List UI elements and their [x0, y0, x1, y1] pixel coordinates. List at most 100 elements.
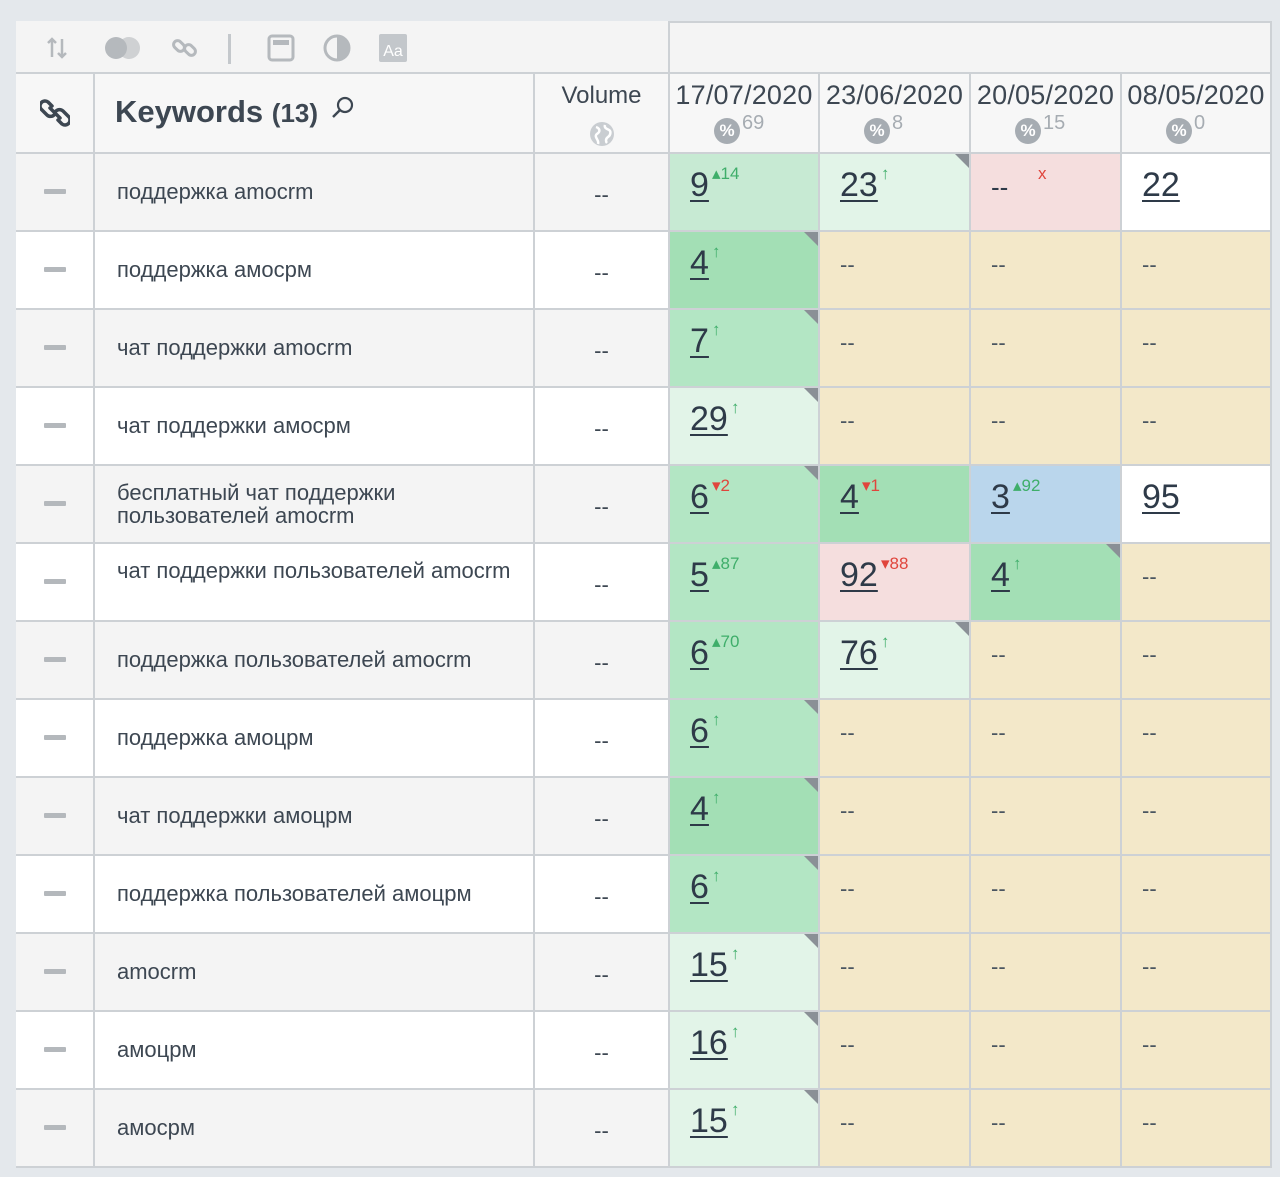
position-cell[interactable]: --	[1122, 778, 1272, 856]
keyword-cell[interactable]: amocrm	[95, 934, 535, 1012]
position-value[interactable]: 15	[690, 946, 728, 984]
row-selector[interactable]	[16, 310, 95, 388]
position-cell[interactable]: --	[1122, 622, 1272, 700]
position-cell[interactable]: --	[1122, 856, 1272, 934]
position-value[interactable]: 9	[690, 166, 709, 204]
position-value[interactable]: 4	[840, 478, 859, 516]
position-cell[interactable]: 76 ↑	[820, 622, 971, 700]
position-cell[interactable]: --	[820, 700, 971, 778]
position-cell[interactable]: --	[971, 310, 1122, 388]
position-cell[interactable]: --	[1122, 934, 1272, 1012]
keyword-cell[interactable]: поддержка амоцрм	[95, 700, 535, 778]
position-value[interactable]: 5	[690, 556, 709, 594]
position-cell[interactable]: 6 ▾2	[670, 466, 820, 544]
position-cell[interactable]: --	[971, 1090, 1122, 1168]
row-selector[interactable]	[16, 934, 95, 1012]
position-cell[interactable]: --	[971, 934, 1122, 1012]
position-cell[interactable]: --	[1122, 544, 1272, 622]
position-value[interactable]: 29	[690, 400, 728, 438]
position-cell[interactable]: --	[971, 388, 1122, 466]
keyword-cell[interactable]: поддержка пользователей amocrm	[95, 622, 535, 700]
keyword-cell[interactable]: чат поддержки амосрм	[95, 388, 535, 466]
position-value[interactable]: 6	[690, 868, 709, 906]
position-value[interactable]: 4	[690, 790, 709, 828]
position-cell[interactable]: --	[820, 232, 971, 310]
position-cell[interactable]: 22	[1122, 154, 1272, 232]
position-cell[interactable]: 15 ↑	[670, 1090, 820, 1168]
layout-icon[interactable]	[266, 33, 296, 63]
position-cell[interactable]: 5 ▴87	[670, 544, 820, 622]
position-cell[interactable]: --	[971, 622, 1122, 700]
row-selector[interactable]	[16, 154, 95, 232]
position-cell[interactable]: --	[820, 856, 971, 934]
position-cell[interactable]: --	[820, 388, 971, 466]
position-cell[interactable]: --	[971, 778, 1122, 856]
position-cell[interactable]: 6 ▴70	[670, 622, 820, 700]
position-value[interactable]: 92	[840, 556, 878, 594]
position-cell[interactable]: 16 ↑	[670, 1012, 820, 1090]
position-cell[interactable]: --	[1122, 232, 1272, 310]
position-cell[interactable]: --	[1122, 310, 1272, 388]
font-icon[interactable]: Aa	[378, 33, 408, 63]
volume-column-header[interactable]: Volume	[535, 74, 670, 154]
keyword-cell[interactable]: бесплатный чат поддержки пользователей a…	[95, 466, 535, 544]
row-selector[interactable]	[16, 1012, 95, 1090]
position-cell[interactable]: --	[820, 778, 971, 856]
position-value[interactable]: 7	[690, 322, 709, 360]
percent-icon[interactable]: %	[1166, 118, 1192, 144]
position-cell[interactable]: 23 ↑	[820, 154, 971, 232]
position-cell[interactable]: 29 ↑	[670, 388, 820, 466]
keyword-cell[interactable]: амоцрм	[95, 1012, 535, 1090]
position-cell[interactable]: 6 ↑	[670, 856, 820, 934]
percent-icon[interactable]: %	[714, 118, 740, 144]
keyword-cell[interactable]: поддержка amocrm	[95, 154, 535, 232]
keywords-column-header[interactable]: Keywords (13)	[95, 74, 535, 154]
position-cell[interactable]: 3 ▴92	[971, 466, 1122, 544]
position-value[interactable]: 22	[1142, 166, 1180, 204]
keyword-cell[interactable]: поддержка пользователей амоцрм	[95, 856, 535, 934]
position-cell[interactable]: --	[820, 934, 971, 1012]
percent-icon[interactable]: %	[1015, 118, 1041, 144]
position-cell[interactable]: 7 ↑	[670, 310, 820, 388]
position-cell[interactable]: --	[1122, 388, 1272, 466]
sort-icon[interactable]	[42, 33, 72, 63]
link-column-header[interactable]	[16, 74, 95, 154]
position-cell[interactable]: --	[1122, 1090, 1272, 1168]
position-cell[interactable]: --	[971, 1012, 1122, 1090]
position-value[interactable]: --	[991, 172, 1009, 202]
row-selector[interactable]	[16, 544, 95, 622]
link-icon[interactable]	[170, 33, 200, 63]
position-value[interactable]: 76	[840, 634, 878, 672]
position-value[interactable]: 4	[991, 556, 1010, 594]
contrast-icon[interactable]	[322, 33, 352, 63]
keyword-cell[interactable]: поддержка амосрм	[95, 232, 535, 310]
position-cell[interactable]: --	[820, 1012, 971, 1090]
row-selector[interactable]	[16, 778, 95, 856]
date-column-header[interactable]: 20/05/2020% 15	[971, 74, 1122, 154]
position-value[interactable]: 16	[690, 1024, 728, 1062]
position-cell[interactable]: 92 ▾88	[820, 544, 971, 622]
date-column-header[interactable]: 08/05/2020% 0	[1122, 74, 1272, 154]
position-cell[interactable]: 95	[1122, 466, 1272, 544]
position-cell[interactable]: -- x	[971, 154, 1122, 232]
row-selector[interactable]	[16, 388, 95, 466]
position-value[interactable]: 6	[690, 478, 709, 516]
position-cell[interactable]: --	[820, 1090, 971, 1168]
keyword-cell[interactable]: амосрм	[95, 1090, 535, 1168]
row-selector[interactable]	[16, 700, 95, 778]
row-selector[interactable]	[16, 466, 95, 544]
date-column-header[interactable]: 23/06/2020% 8	[820, 74, 971, 154]
position-cell[interactable]: 9 ▴14	[670, 154, 820, 232]
position-cell[interactable]: --	[971, 856, 1122, 934]
position-cell[interactable]: 4 ↑	[670, 232, 820, 310]
keyword-cell[interactable]: чат поддержки амоцрм	[95, 778, 535, 856]
position-cell[interactable]: --	[971, 700, 1122, 778]
position-value[interactable]: 3	[991, 478, 1010, 516]
position-value[interactable]: 6	[690, 634, 709, 672]
position-cell[interactable]: 15 ↑	[670, 934, 820, 1012]
position-value[interactable]: 6	[690, 712, 709, 750]
keyword-cell[interactable]: чат поддержки amocrm	[95, 310, 535, 388]
position-cell[interactable]: --	[971, 232, 1122, 310]
row-selector[interactable]	[16, 232, 95, 310]
position-cell[interactable]: 4 ↑	[670, 778, 820, 856]
